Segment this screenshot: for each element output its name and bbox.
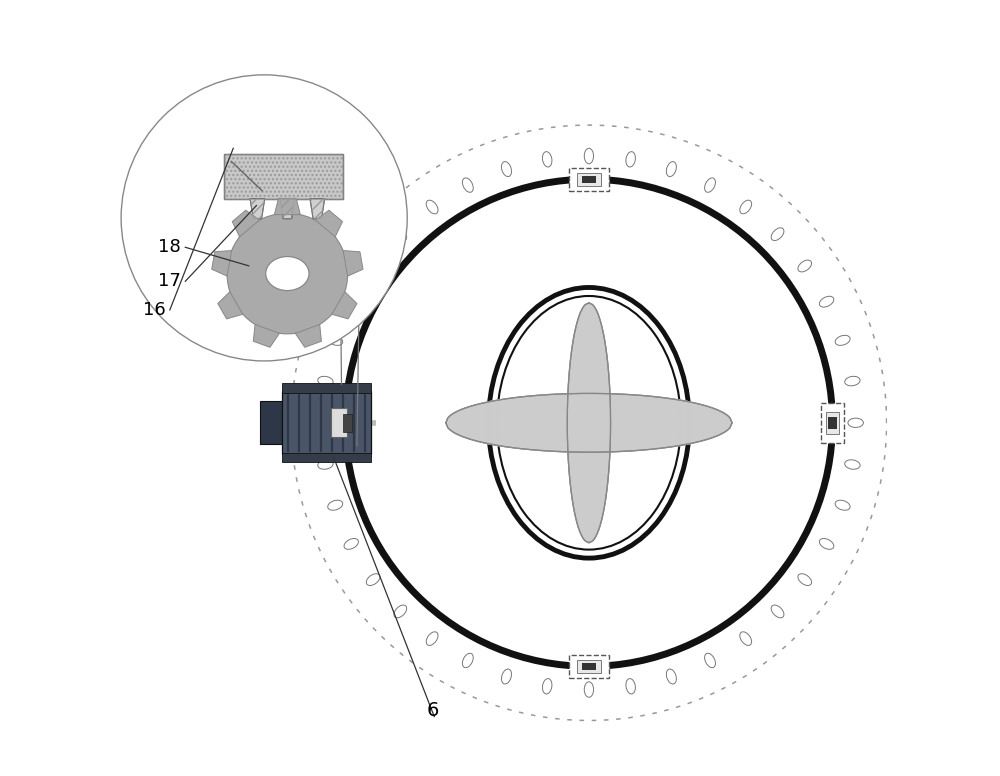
Polygon shape: [253, 324, 279, 348]
FancyBboxPatch shape: [282, 383, 371, 393]
FancyBboxPatch shape: [828, 417, 837, 429]
FancyBboxPatch shape: [582, 663, 596, 670]
Polygon shape: [567, 303, 611, 542]
Text: 16: 16: [143, 300, 166, 318]
FancyBboxPatch shape: [577, 660, 601, 673]
Polygon shape: [315, 210, 343, 237]
Polygon shape: [310, 199, 325, 219]
Polygon shape: [274, 199, 300, 215]
FancyBboxPatch shape: [331, 408, 347, 438]
Text: 6: 6: [427, 702, 439, 720]
FancyBboxPatch shape: [821, 403, 844, 443]
Polygon shape: [218, 292, 243, 319]
Polygon shape: [446, 393, 732, 452]
Polygon shape: [332, 292, 357, 319]
Polygon shape: [446, 393, 732, 452]
Ellipse shape: [266, 257, 309, 290]
Text: 17: 17: [158, 272, 181, 290]
Polygon shape: [280, 199, 295, 219]
Polygon shape: [232, 210, 259, 237]
Text: 18: 18: [158, 238, 181, 256]
FancyBboxPatch shape: [577, 173, 601, 185]
FancyBboxPatch shape: [569, 168, 609, 191]
Polygon shape: [567, 303, 611, 542]
Polygon shape: [343, 251, 363, 276]
FancyBboxPatch shape: [282, 453, 371, 462]
FancyBboxPatch shape: [224, 154, 343, 199]
FancyBboxPatch shape: [260, 401, 282, 445]
FancyBboxPatch shape: [582, 175, 596, 182]
FancyBboxPatch shape: [282, 391, 371, 455]
Polygon shape: [295, 324, 321, 348]
FancyBboxPatch shape: [343, 414, 352, 432]
FancyBboxPatch shape: [569, 655, 609, 678]
Circle shape: [121, 74, 407, 361]
Circle shape: [227, 213, 348, 334]
Polygon shape: [212, 251, 232, 276]
Polygon shape: [250, 199, 265, 219]
FancyBboxPatch shape: [826, 412, 839, 434]
